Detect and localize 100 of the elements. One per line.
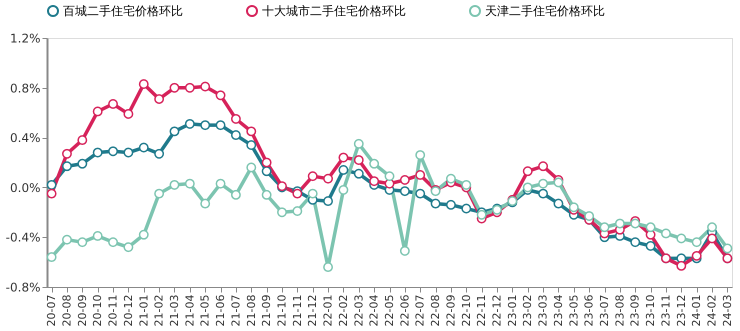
point: [200, 198, 210, 209]
point: [415, 150, 426, 160]
point: [292, 206, 302, 216]
x-tick-label: 23-10: [644, 294, 658, 326]
point: [554, 177, 564, 188]
x-tick-label: 21-10: [275, 294, 288, 326]
point: [630, 218, 640, 228]
x-tick-label: 23-03: [536, 294, 550, 326]
point: [568, 202, 579, 212]
point: [62, 148, 72, 159]
point: [108, 237, 118, 248]
point: [92, 231, 103, 241]
point: [108, 146, 118, 156]
point: [246, 140, 256, 150]
x-tick-label: 24-01: [690, 294, 704, 326]
point: [614, 218, 625, 228]
point: [230, 190, 241, 200]
x-tick-label: 22-06: [398, 294, 412, 326]
point: [446, 174, 456, 184]
point: [170, 180, 180, 190]
x-tick-label: 22-12: [490, 294, 504, 326]
x-tick-label: 21-01: [137, 294, 150, 326]
point: [476, 210, 487, 220]
point: [554, 198, 564, 209]
x-tick-label: 23-07: [598, 294, 612, 326]
legend-label: 天津二手住宅价格环比: [485, 4, 605, 18]
y-tick-label: 1.2%: [10, 32, 40, 46]
x-tick-label: 20-10: [91, 294, 104, 326]
point: [384, 171, 394, 182]
point: [538, 188, 548, 199]
x-tick-label: 23-01: [506, 294, 519, 326]
x-tick-label: 21-07: [229, 294, 242, 326]
point: [338, 184, 348, 195]
y-tick-label: 0.8%: [10, 81, 40, 96]
x-tick-label: 21-09: [260, 294, 274, 326]
point: [461, 204, 472, 214]
point: [46, 180, 57, 190]
point: [216, 178, 226, 189]
point: [369, 158, 380, 169]
x-tick-label: 23-08: [613, 294, 626, 326]
point: [77, 135, 88, 146]
point: [154, 188, 164, 199]
point: [200, 120, 210, 130]
x-tick-label: 21-11: [290, 294, 304, 326]
point: [354, 168, 364, 179]
point: [62, 161, 72, 172]
point: [46, 252, 57, 262]
point: [92, 148, 103, 158]
point: [262, 158, 272, 168]
x-tick-label: 22-05: [383, 294, 396, 326]
y-tick-label: 0.4%: [10, 131, 40, 146]
x-tick-label: 22-09: [444, 294, 458, 326]
point: [170, 126, 180, 136]
point: [538, 178, 548, 189]
x-tick-label: 21-06: [214, 294, 228, 326]
point: [246, 126, 256, 136]
point: [446, 200, 456, 210]
x-tick-label: 20-07: [45, 294, 58, 326]
x-tick-label: 21-02: [152, 294, 166, 326]
point: [415, 170, 426, 180]
point: [154, 94, 164, 104]
point: [308, 171, 318, 182]
point: [676, 234, 686, 244]
point: [184, 82, 195, 93]
x-tick-label: 23-09: [628, 294, 642, 326]
x-tick-label: 22-01: [322, 294, 335, 326]
x-tick-label: 21-08: [244, 294, 258, 326]
point: [630, 237, 640, 248]
point: [461, 180, 472, 190]
point: [430, 198, 441, 209]
y-tick-label: -0.8%: [6, 280, 40, 294]
point: [323, 174, 333, 184]
point: [262, 166, 272, 176]
x-tick-label: 24-03: [720, 294, 734, 326]
point: [400, 175, 410, 185]
point: [230, 114, 241, 124]
point: [154, 148, 164, 159]
x-tick-label: 21-05: [198, 294, 212, 326]
x-tick-label: 21-03: [168, 294, 181, 326]
point: [415, 188, 426, 199]
point: [676, 260, 686, 271]
x-tick-label: 23-12: [674, 294, 688, 326]
point: [123, 148, 134, 158]
point: [138, 142, 149, 152]
point: [277, 207, 287, 218]
x-tick-label: 23-02: [521, 294, 534, 326]
legend-label: 十大城市二手住宅价格环比: [262, 4, 406, 18]
x-tick-label: 22-04: [368, 294, 381, 326]
point: [123, 242, 134, 252]
point: [123, 109, 134, 119]
point: [230, 130, 241, 140]
point: [246, 162, 256, 172]
x-tick-label: 23-05: [567, 294, 580, 326]
point: [369, 176, 380, 186]
point: [200, 82, 210, 92]
point: [46, 188, 57, 199]
x-tick-label: 21-04: [183, 294, 196, 326]
x-tick-label: 22-07: [414, 294, 427, 326]
x-tick-label: 22-11: [475, 294, 488, 326]
point: [522, 182, 533, 192]
